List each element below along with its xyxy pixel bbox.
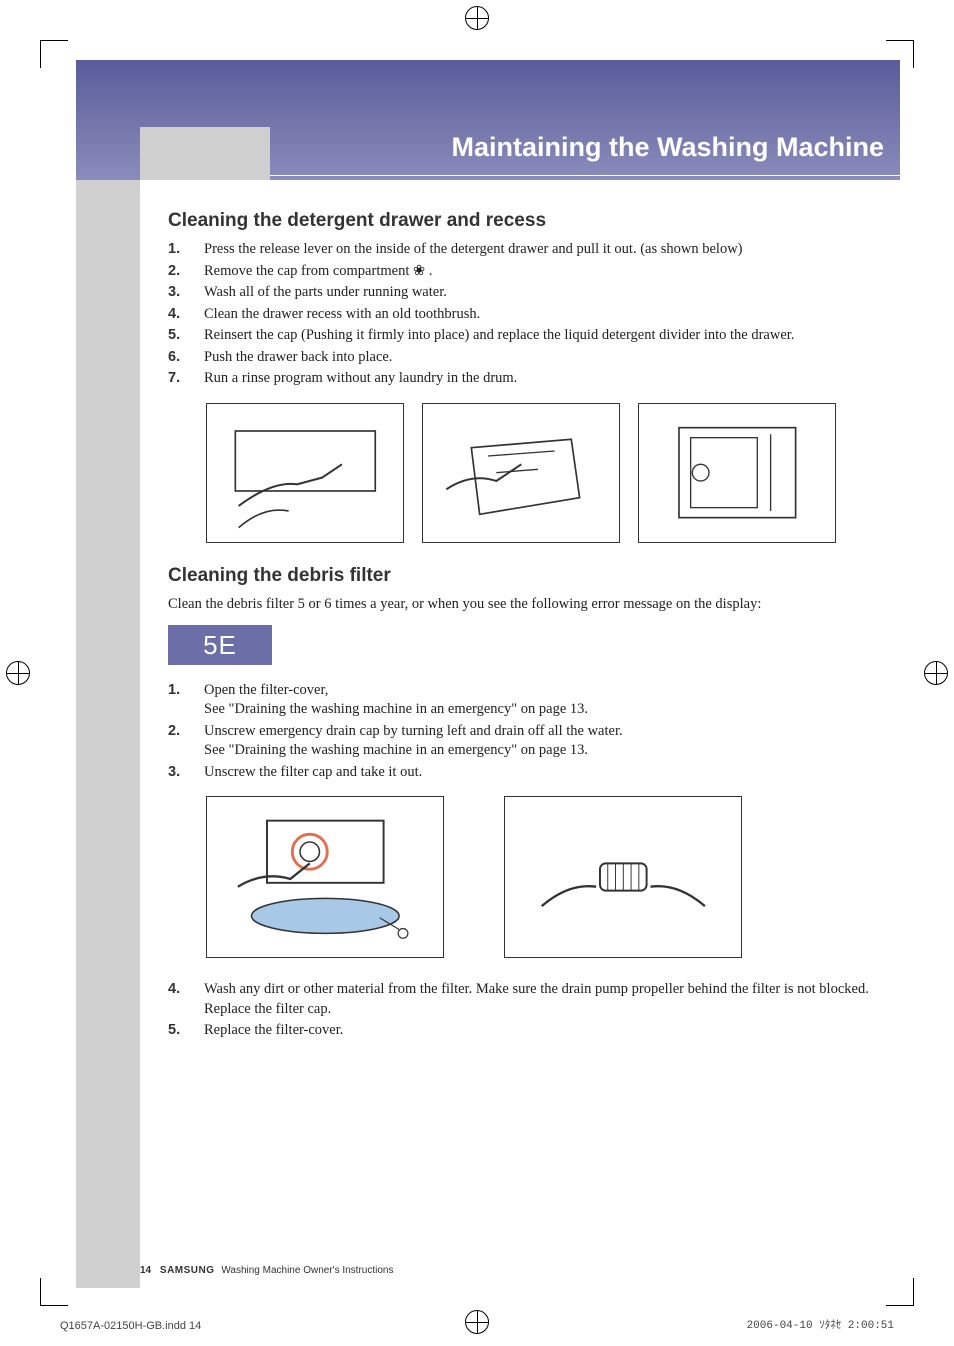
step-main: Open the filter-cover, bbox=[204, 682, 328, 698]
step-text: Remove the cap from compartment ❀ . bbox=[204, 262, 874, 282]
step-number: 5. bbox=[168, 1021, 204, 1041]
line-art-icon bbox=[438, 414, 605, 531]
step-text: Unscrew the filter cap and take it out. bbox=[204, 763, 874, 783]
section2-intro: Clean the debris filter 5 or 6 times a y… bbox=[168, 595, 874, 615]
title-gray-block bbox=[140, 127, 270, 180]
print-meta-right: 2006-04-10 ｿﾀﾈｾ 2:00:51 bbox=[747, 1316, 894, 1332]
registration-mark-right bbox=[924, 661, 948, 685]
step-text: Unscrew emergency drain cap by turning l… bbox=[204, 722, 874, 761]
registration-mark-bottom bbox=[465, 1310, 489, 1334]
content-area: Cleaning the detergent drawer and recess… bbox=[168, 210, 874, 1055]
step-number: 7. bbox=[168, 369, 204, 389]
page-number: 14 bbox=[140, 1265, 151, 1276]
brand-name: SAMSUNG bbox=[160, 1265, 215, 1276]
step-sub: See "Draining the washing machine in an … bbox=[204, 701, 588, 717]
registration-mark-top bbox=[465, 6, 489, 30]
step-number: 1. bbox=[168, 240, 204, 260]
step-text: Run a rinse program without any laundry … bbox=[204, 369, 874, 389]
line-art-icon bbox=[225, 809, 426, 945]
section1-steps: 1.Press the release lever on the inside … bbox=[168, 240, 874, 389]
step-number: 4. bbox=[168, 980, 204, 1019]
step-text: Wash all of the parts under running wate… bbox=[204, 283, 874, 303]
sidebar-gray-strip bbox=[76, 60, 140, 1288]
page-footer: 14 SAMSUNG Washing Machine Owner's Instr… bbox=[140, 1265, 393, 1276]
fig-filter-wash bbox=[504, 796, 742, 958]
step-number: 5. bbox=[168, 326, 204, 346]
page-title: Maintaining the Washing Machine bbox=[290, 132, 884, 163]
step-number: 2. bbox=[168, 722, 204, 761]
step-text: Reinsert the cap (Pushing it firmly into… bbox=[204, 326, 874, 346]
error-code-badge: 5E bbox=[168, 625, 272, 665]
step-number: 3. bbox=[168, 283, 204, 303]
section2-steps-after: 4.Wash any dirt or other material from t… bbox=[168, 980, 874, 1041]
title-underline bbox=[270, 175, 900, 176]
section2-heading: Cleaning the debris filter bbox=[168, 565, 874, 587]
step-sub: See "Draining the washing machine in an … bbox=[204, 742, 588, 758]
step-text: Replace the filter-cover. bbox=[204, 1021, 874, 1041]
step-number: 4. bbox=[168, 305, 204, 325]
step-text: Push the drawer back into place. bbox=[204, 348, 874, 368]
step-number: 2. bbox=[168, 262, 204, 282]
line-art-icon bbox=[654, 414, 821, 531]
step-text: Wash any dirt or other material from the… bbox=[204, 980, 874, 1019]
fig-drawer-release bbox=[206, 403, 404, 543]
section1-heading: Cleaning the detergent drawer and recess bbox=[168, 210, 874, 232]
step-main: Unscrew emergency drain cap by turning l… bbox=[204, 723, 623, 739]
step-number: 1. bbox=[168, 681, 204, 720]
section2-steps: 1. Open the filter-cover, See "Draining … bbox=[168, 681, 874, 783]
fig-drawer-remove-cap bbox=[422, 403, 620, 543]
section1-figure-row bbox=[206, 403, 874, 543]
step-number: 6. bbox=[168, 348, 204, 368]
line-art-icon bbox=[523, 809, 724, 945]
fig-filter-unscrew bbox=[206, 796, 444, 958]
step-number: 3. bbox=[168, 763, 204, 783]
registration-mark-left bbox=[6, 661, 30, 685]
step-text: Press the release lever on the inside of… bbox=[204, 240, 874, 260]
fig-drawer-recess-clean bbox=[638, 403, 836, 543]
step-text: Clean the drawer recess with an old toot… bbox=[204, 305, 874, 325]
print-meta-left: Q1657A-02150H-GB.indd 14 bbox=[60, 1320, 201, 1332]
section2-figure-row bbox=[206, 796, 874, 958]
page: Maintaining the Washing Machine Cleaning… bbox=[0, 0, 954, 1346]
line-art-icon bbox=[222, 414, 389, 531]
footer-doc-title: Washing Machine Owner's Instructions bbox=[221, 1265, 393, 1276]
step-text: Open the filter-cover, See "Draining the… bbox=[204, 681, 874, 720]
